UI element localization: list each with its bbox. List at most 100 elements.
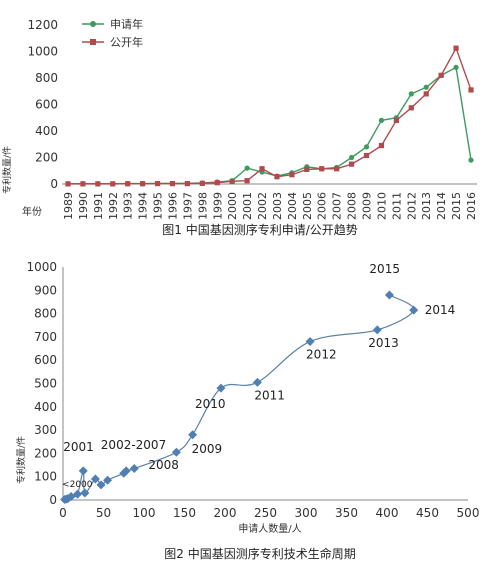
data-point xyxy=(423,84,429,90)
x-axis-label: 申请人数量/人 xyxy=(238,522,301,535)
x-tick-label: 50 xyxy=(96,506,111,520)
data-point xyxy=(169,181,176,187)
y-tick-label: 1000 xyxy=(26,260,57,274)
data-point xyxy=(244,178,250,184)
y-tick-label: 800 xyxy=(34,307,57,321)
x-tick-label: 1999 xyxy=(211,192,224,220)
x-tick-label: 2010 xyxy=(375,192,388,220)
x-tick-label: 2005 xyxy=(301,192,314,220)
x-tick-label: 2011 xyxy=(390,192,403,220)
data-point xyxy=(319,166,325,172)
data-point xyxy=(393,117,399,123)
legend-marker xyxy=(90,21,96,27)
data-point xyxy=(199,180,205,186)
x-tick-label: 2015 xyxy=(450,192,463,220)
x-tick-label: 2009 xyxy=(361,192,374,220)
data-point xyxy=(184,181,191,187)
x-tick-label: 2014 xyxy=(435,192,448,220)
x-tick-label: 2013 xyxy=(420,192,433,220)
data-point xyxy=(171,447,181,457)
data-point xyxy=(453,64,459,70)
data-point xyxy=(259,166,265,172)
point-annotation: 2012 xyxy=(306,348,337,362)
data-point xyxy=(95,181,101,187)
x-tick-label: 2000 xyxy=(226,192,239,220)
y-tick-label: 400 xyxy=(35,124,58,138)
y-axis-label: 专利数量/件 xyxy=(1,146,13,194)
x-tick-label: 1995 xyxy=(152,192,165,220)
data-point xyxy=(140,181,146,187)
data-point xyxy=(80,181,86,187)
point-annotation: 2008 xyxy=(148,458,179,472)
data-point xyxy=(408,91,414,97)
x-tick-label: 1996 xyxy=(166,192,179,220)
y-tick-label: 0 xyxy=(49,493,57,507)
y-tick-label: 1200 xyxy=(27,18,58,32)
chart-2-life-cycle: 0 100 200 300 400 500 600 700 800 900 1000 0 50 100 15… xyxy=(15,260,479,535)
data-point xyxy=(78,466,88,476)
x-tick-label: 2003 xyxy=(271,192,284,220)
x-tick-label: 1991 xyxy=(92,192,105,220)
x-tick-label: 200 xyxy=(214,506,237,520)
x-tick-label: 350 xyxy=(335,506,358,520)
series-line xyxy=(68,66,472,185)
y-tick-label: 100 xyxy=(34,470,57,484)
data-point xyxy=(96,480,106,490)
series-line xyxy=(68,46,472,185)
y-tick-label: 400 xyxy=(34,400,57,414)
y-tick-label: 1000 xyxy=(27,45,58,59)
chart-2-caption: 图2 中国基因测序专利技术生命周期 xyxy=(164,546,355,561)
data-point xyxy=(384,290,394,300)
y-tick-label: 300 xyxy=(34,423,57,437)
y-tick-label: 500 xyxy=(34,377,57,391)
x-tick-label: 1994 xyxy=(137,192,150,220)
data-point xyxy=(372,325,382,335)
data-point xyxy=(305,337,315,347)
data-point xyxy=(468,87,474,93)
data-point xyxy=(363,144,370,150)
point-annotation: 2010 xyxy=(195,397,226,411)
point-annotation: 2002-2007 xyxy=(101,438,166,452)
x-tick-label: 1992 xyxy=(107,192,120,220)
legend-label: 申请年 xyxy=(110,17,143,31)
y-axis-label: 专利数量/件 xyxy=(15,436,27,484)
point-annotation: 2001 xyxy=(63,440,94,454)
x-tick-label: 2012 xyxy=(405,192,418,220)
legend-marker xyxy=(90,39,96,45)
x-axis-label: 年份 xyxy=(22,205,42,218)
data-point xyxy=(378,142,385,149)
data-point xyxy=(304,166,310,173)
chart-1-caption: 图1 中国基因测序专利申请/公开趋势 xyxy=(162,222,358,237)
data-point xyxy=(289,172,295,178)
x-tick-label: 2016 xyxy=(465,192,478,220)
data-point xyxy=(214,180,220,186)
data-point xyxy=(468,157,474,163)
x-tick-label: 2007 xyxy=(331,192,344,220)
point-annotation: <2000 xyxy=(62,480,93,490)
point-annotation: 2009 xyxy=(192,442,223,456)
y-tick-label: 200 xyxy=(34,446,57,460)
y-tick-label: 600 xyxy=(35,98,58,112)
x-tick-label: 1990 xyxy=(77,192,90,220)
data-point xyxy=(348,154,355,161)
x-tick-label: 1998 xyxy=(196,192,209,220)
x-tick-label: 2001 xyxy=(241,192,254,220)
data-point xyxy=(274,174,280,180)
data-point xyxy=(334,166,340,172)
x-tick-label: 150 xyxy=(173,506,196,520)
data-point xyxy=(348,161,355,167)
data-point xyxy=(423,91,429,97)
x-tick-label: 1989 xyxy=(62,192,75,220)
data-point xyxy=(125,181,131,187)
data-point xyxy=(154,181,161,187)
data-point xyxy=(453,45,459,51)
x-tick-label: 1993 xyxy=(122,192,135,220)
y-tick-label: 200 xyxy=(35,151,58,165)
x-tick-label: 300 xyxy=(295,506,318,520)
data-point xyxy=(363,152,370,159)
x-tick-label: 100 xyxy=(133,506,156,520)
legend-label: 公开年 xyxy=(110,35,143,49)
